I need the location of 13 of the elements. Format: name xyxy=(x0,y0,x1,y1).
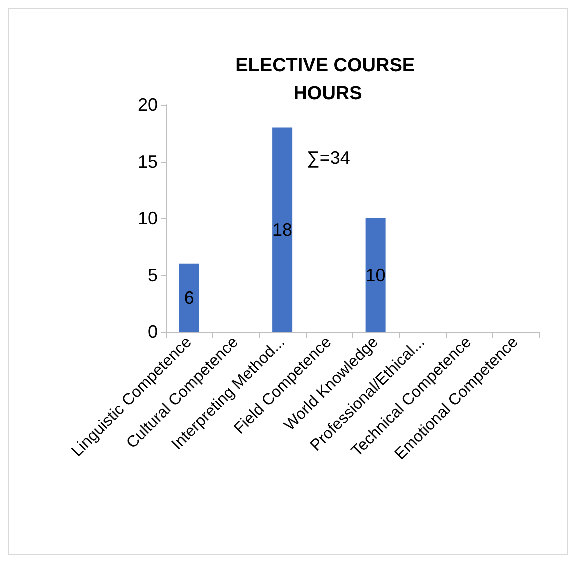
y-tick-label: 15 xyxy=(138,152,158,172)
data-label: 6 xyxy=(184,288,194,308)
data-label: 18 xyxy=(272,220,293,240)
bar xyxy=(272,128,293,332)
bar xyxy=(366,218,386,332)
bar xyxy=(179,264,200,332)
y-tick-label: 5 xyxy=(148,265,158,286)
annotation: ∑=34 xyxy=(307,148,350,168)
data-label: 10 xyxy=(366,265,386,286)
y-tick-label: 0 xyxy=(148,322,158,342)
chart-title: ELECTIVE COURSE HOURS xyxy=(236,56,420,104)
y-tick-label: 20 xyxy=(138,95,158,115)
y-tick-label: 10 xyxy=(138,208,158,228)
